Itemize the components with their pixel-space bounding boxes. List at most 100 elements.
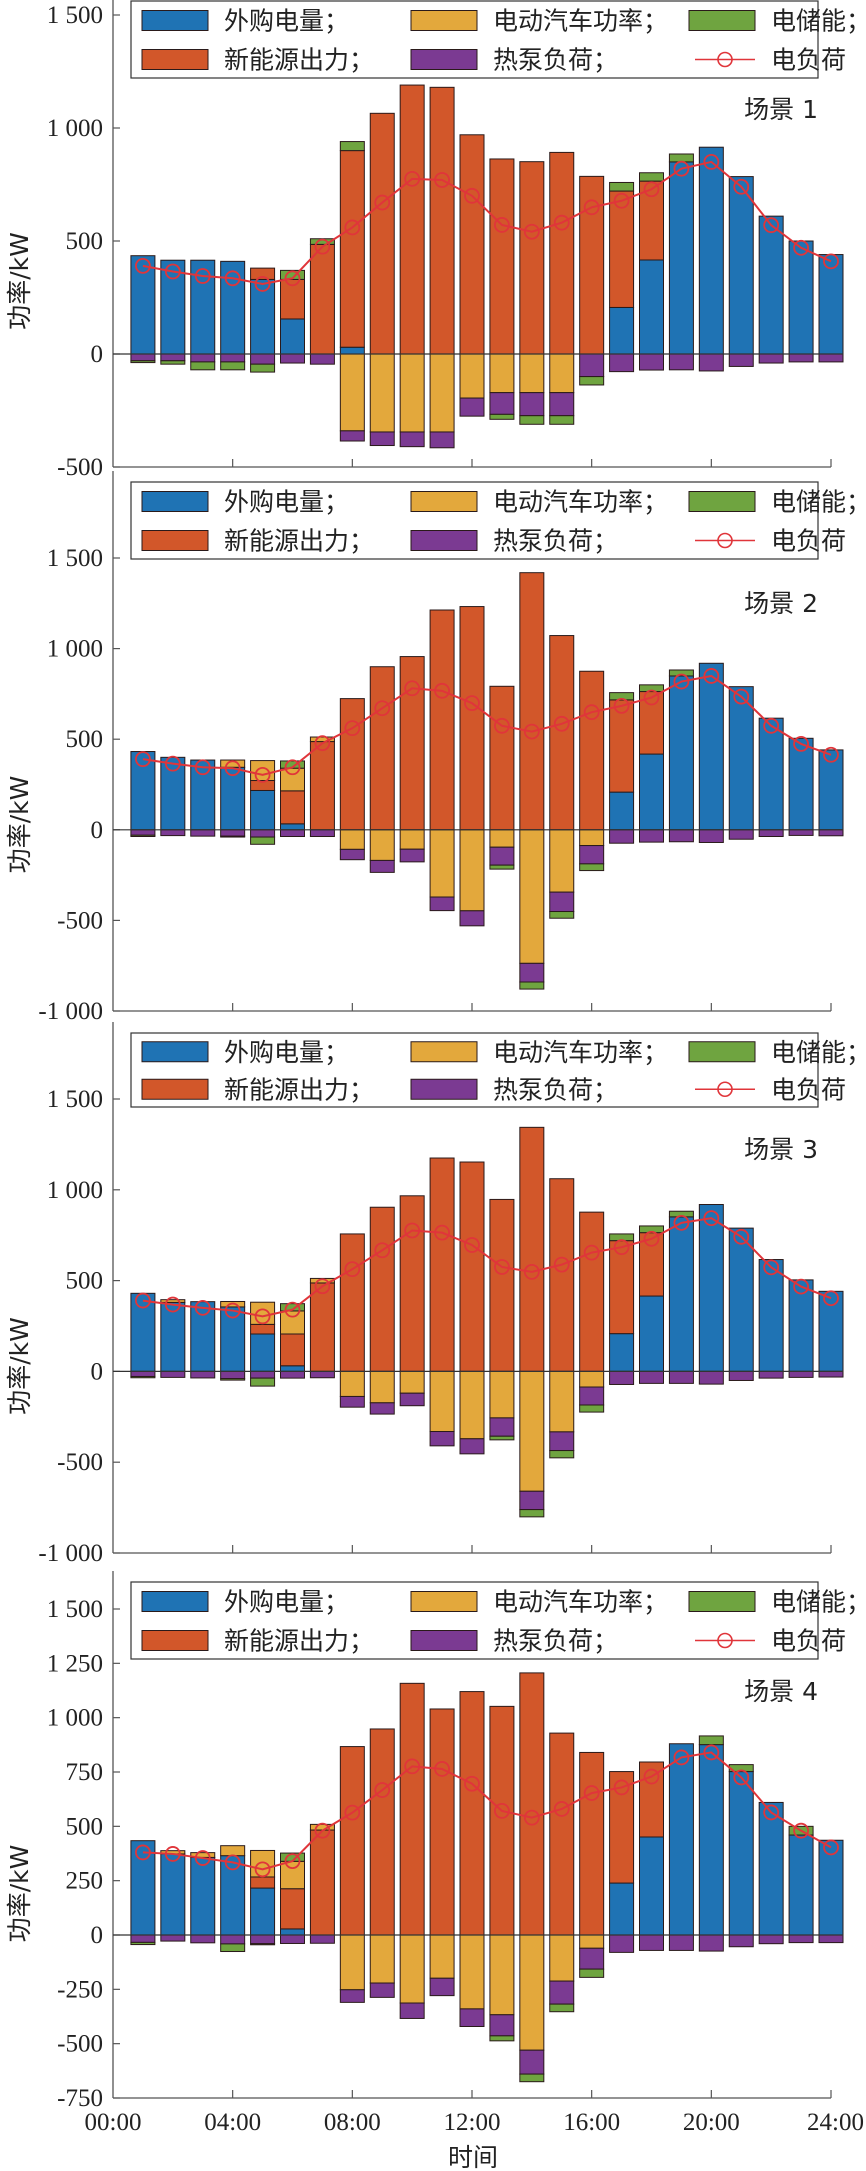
bar-heat <box>309 1370 335 1379</box>
bar-storage <box>339 141 365 152</box>
bar-heat <box>579 1386 605 1406</box>
bar-storage <box>130 1941 156 1946</box>
bar-heat <box>399 848 425 863</box>
bar-heat <box>309 1934 335 1944</box>
bar-storage <box>489 1435 515 1441</box>
bar-renew <box>459 134 485 355</box>
load-marker <box>523 223 540 240</box>
bar-grid <box>668 1743 694 1936</box>
bar-heat <box>668 1370 694 1384</box>
legend-swatch-load-marker <box>717 532 733 549</box>
legend-label-renew: 新能源出力； <box>224 46 374 75</box>
bar-heat <box>429 896 455 912</box>
bar-renew <box>579 670 605 831</box>
bar-heat <box>399 2002 425 2019</box>
load-marker <box>703 1744 720 1761</box>
legend-swatch-heat <box>410 530 478 551</box>
load-marker <box>194 1299 211 1316</box>
bar-heat <box>549 891 575 913</box>
bar-ev <box>339 1934 365 1991</box>
load-marker <box>135 257 151 274</box>
bar-ev <box>549 1934 575 1982</box>
bar-heat <box>369 1402 395 1415</box>
bar-heat <box>668 1934 694 1951</box>
legend-swatch-storage <box>688 1591 756 1612</box>
legend-label-storage: 电储能； <box>771 1038 866 1067</box>
bar-ev <box>579 1370 605 1388</box>
load-marker <box>464 695 480 712</box>
bar-grid <box>250 789 276 831</box>
bar-renew <box>309 243 335 355</box>
bar-storage <box>130 834 156 838</box>
load-marker <box>823 1290 839 1307</box>
legend-swatch-grid <box>141 10 209 31</box>
legend: 外购电量； 电动汽车功率； 电储能； 新能源出力； 热泵负荷； 电负荷 <box>130 481 866 560</box>
load-marker <box>673 1749 690 1766</box>
bar-renew <box>429 609 455 831</box>
bar-heat <box>609 353 635 373</box>
load-marker <box>284 270 301 287</box>
legend-swatch-grid <box>141 491 209 512</box>
bar-grid <box>728 176 754 355</box>
load-marker <box>224 270 241 287</box>
load-marker <box>374 700 391 717</box>
bar-ev <box>579 1934 605 1949</box>
bar-heat <box>190 1370 216 1379</box>
load-marker <box>404 170 421 187</box>
bar-grid <box>609 791 635 831</box>
bar-ev <box>549 353 575 394</box>
bar-renew <box>459 1161 485 1372</box>
bar-heat <box>459 910 485 927</box>
bar-heat <box>369 1982 395 1998</box>
scene-label: 场景 4 <box>744 1677 818 1706</box>
bar-ev <box>369 829 395 861</box>
bar-heat <box>549 392 575 417</box>
bar-grid <box>788 1834 814 1936</box>
y-tick-label: -1 000 <box>38 1540 103 1567</box>
bar-heat <box>668 829 694 843</box>
bar-storage <box>549 415 575 425</box>
legend-label-storage: 电储能； <box>771 7 866 36</box>
bar-storage <box>250 836 276 845</box>
bar-ev <box>489 1934 515 2016</box>
load-marker <box>374 194 391 211</box>
load-marker <box>494 217 510 233</box>
panel-4: -750 -500 -250 0 250 500 750 1 000 1 250 1 500 功率/… <box>5 1571 866 2112</box>
bar-heat <box>220 1934 246 1945</box>
bar-renew <box>459 1691 485 1936</box>
load-marker <box>673 1214 690 1231</box>
bar-ev <box>489 829 515 848</box>
bar-heat <box>220 1370 246 1380</box>
load-marker <box>583 704 600 721</box>
load-marker <box>703 1210 720 1227</box>
bar-storage <box>519 1509 545 1518</box>
bar-renew <box>339 698 365 831</box>
load-marker <box>553 1801 570 1817</box>
bar-renew <box>429 1708 455 1936</box>
bar-heat <box>639 829 664 843</box>
y-tick-label: 1 500 <box>47 545 103 572</box>
bar-ev <box>399 353 425 433</box>
load-marker <box>613 1779 630 1796</box>
bar-heat <box>250 1370 276 1379</box>
legend-label-heat: 热泵负荷； <box>493 1627 618 1656</box>
y-tick-label: 750 <box>66 1759 104 1786</box>
bar-storage <box>130 1375 156 1379</box>
bar-heat <box>250 829 276 838</box>
bar-renew <box>399 84 425 355</box>
bar-storage <box>609 181 635 192</box>
bar-grid <box>728 1771 754 1936</box>
legend-swatch-renew <box>141 530 209 551</box>
bar-ev <box>250 760 276 782</box>
bar-storage <box>190 361 216 371</box>
bar-ev <box>339 1370 365 1397</box>
bar-heat <box>519 962 545 983</box>
bar-renew <box>489 685 515 831</box>
legend-swatch-load-marker <box>717 51 733 68</box>
y-tick-label: 0 <box>91 1358 104 1385</box>
legend-label-ev: 电动汽车功率； <box>493 7 668 36</box>
y-tick-label: 1 000 <box>47 115 103 142</box>
bar-heat <box>818 829 844 837</box>
bar-storage <box>220 361 246 371</box>
bar-storage <box>639 172 664 182</box>
